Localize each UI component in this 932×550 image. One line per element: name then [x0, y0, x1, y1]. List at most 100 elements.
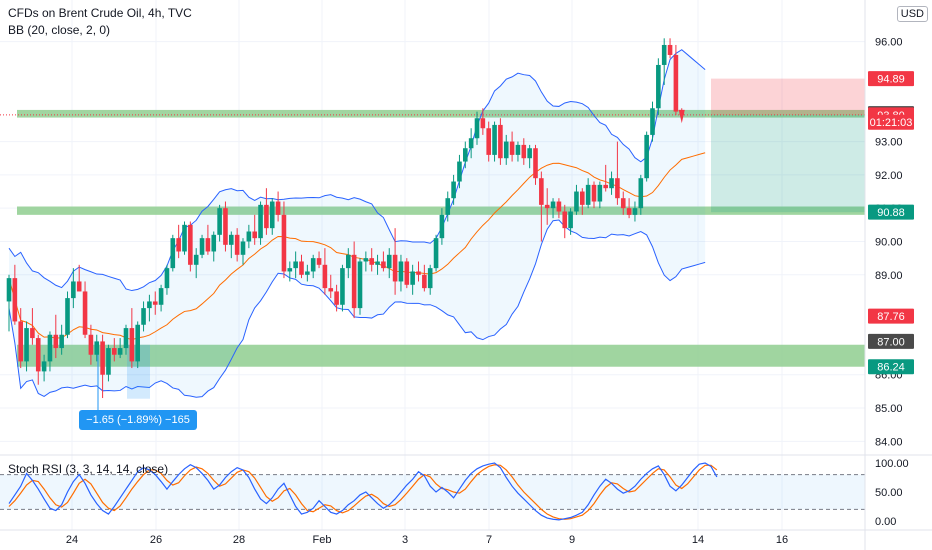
candle-body — [427, 268, 433, 289]
candle — [287, 261, 293, 282]
countdown-text: 01:21:03 — [870, 117, 913, 129]
price-tick-label: 96.00 — [875, 37, 903, 49]
stoch-tick-label: 0.00 — [875, 516, 896, 528]
candle-body — [451, 181, 456, 199]
candle-body — [556, 201, 562, 212]
candle — [112, 338, 117, 362]
candle — [463, 141, 468, 169]
candle-body — [585, 184, 591, 205]
candle-body — [182, 224, 187, 252]
candle-body — [509, 141, 515, 155]
candle — [59, 324, 64, 355]
time-tick-label: Feb — [313, 534, 332, 546]
candle-body — [82, 291, 88, 335]
candle — [76, 264, 82, 292]
time-tick-label: 26 — [150, 534, 162, 546]
candle-body — [392, 254, 398, 282]
candle — [644, 131, 649, 182]
candle — [129, 308, 135, 369]
candle — [258, 201, 263, 245]
candle — [182, 221, 187, 255]
candle-body — [580, 191, 585, 205]
candle — [316, 251, 322, 269]
candle-body — [269, 201, 275, 229]
candle-body — [620, 198, 626, 209]
candle-body — [457, 161, 462, 182]
candle-body — [498, 124, 503, 159]
stoch-tick-label: 50.00 — [875, 487, 903, 499]
candle-body — [12, 278, 18, 322]
candle-body — [539, 178, 544, 205]
candle — [433, 234, 439, 272]
candle-body — [135, 324, 140, 362]
candle — [328, 274, 334, 299]
stoch-k-line — [8, 462, 718, 521]
support-bottom-level-text: 86.24 — [877, 362, 905, 374]
countdown-badge — [868, 114, 914, 130]
bb-fill — [9, 49, 706, 398]
candle-body — [47, 334, 53, 362]
candle-body — [246, 231, 252, 242]
reward-zone — [711, 114, 865, 213]
candle — [30, 308, 35, 345]
candle-body — [363, 258, 369, 262]
candle-body — [199, 238, 205, 255]
candle — [117, 338, 123, 359]
candle — [281, 201, 287, 279]
candle — [100, 334, 105, 399]
stop-level-badge — [868, 71, 914, 87]
candle-body — [422, 274, 427, 289]
candle-body — [626, 208, 632, 215]
candle-body — [211, 234, 217, 252]
stop-level-text: 94.89 — [877, 74, 905, 86]
candle — [509, 131, 515, 162]
support-top-level-label: 87.00 — [868, 333, 914, 349]
candle — [310, 254, 316, 279]
candle — [609, 171, 614, 195]
price-tick-label: 93.00 — [875, 137, 903, 149]
candlestick-series — [6, 38, 685, 399]
stoch-tick-label: 100.00 — [875, 458, 909, 470]
candle-body — [59, 334, 64, 349]
candle — [539, 171, 544, 242]
candle — [334, 284, 339, 312]
candle-body — [264, 204, 269, 229]
down-arrow-icon — [678, 109, 685, 124]
candle — [47, 331, 53, 372]
candle — [246, 224, 252, 249]
candle — [451, 174, 456, 205]
candle — [480, 108, 486, 135]
candle — [94, 334, 100, 362]
candle-body — [597, 184, 603, 202]
candle-body — [463, 148, 468, 162]
candle — [176, 224, 181, 259]
candle — [457, 154, 462, 189]
candle-body — [299, 261, 304, 275]
candle — [158, 284, 164, 312]
candle — [6, 274, 12, 332]
currency-button[interactable]: USD — [896, 6, 928, 22]
candle-body — [468, 138, 474, 149]
candle — [147, 294, 152, 322]
short-position-tool[interactable] — [711, 78, 865, 213]
candle-body — [661, 44, 667, 65]
candle — [562, 204, 568, 239]
candle-body — [521, 144, 527, 159]
candle-body — [480, 118, 486, 129]
candle-body — [334, 291, 339, 305]
candle — [486, 121, 491, 162]
candle — [468, 128, 474, 159]
candle-body — [591, 184, 597, 202]
candle — [264, 188, 269, 235]
candle — [422, 264, 427, 292]
candle — [667, 38, 673, 59]
stoch-d-line — [8, 464, 718, 520]
candle — [580, 188, 585, 215]
candle — [533, 144, 538, 185]
candle — [164, 264, 170, 295]
candle-body — [258, 204, 263, 239]
candle-body — [18, 321, 23, 362]
price-tick-label: 90.00 — [875, 236, 903, 248]
candle — [193, 248, 199, 279]
